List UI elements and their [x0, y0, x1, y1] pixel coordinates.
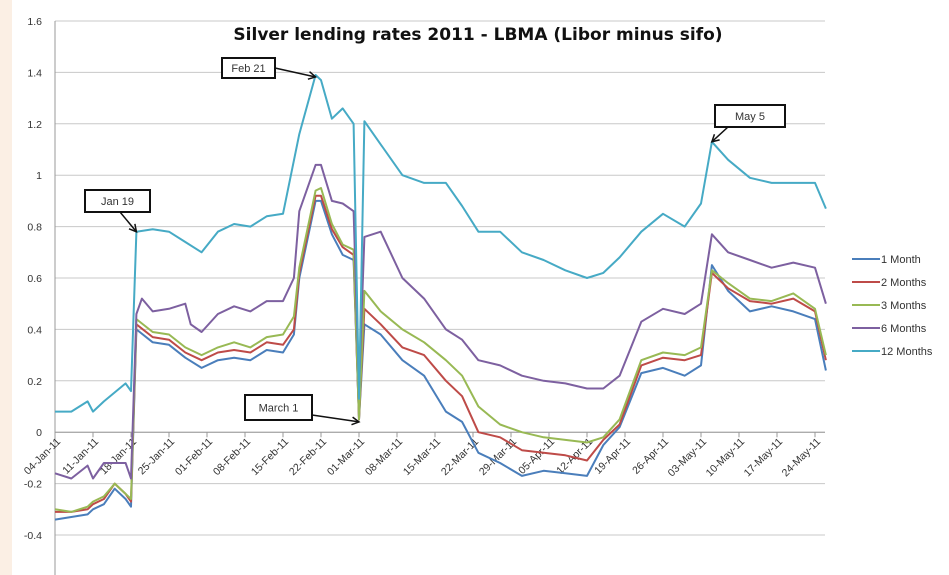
arrowhead-icon: [307, 71, 318, 80]
x-tick-label: 08-Mar-11: [363, 436, 405, 478]
y-tick-label: 0.6: [27, 273, 42, 285]
annotation-arrow: [274, 67, 316, 78]
x-tick-label: 25-Jan-11: [136, 436, 177, 477]
x-tick-label: 03-May-11: [666, 436, 710, 480]
annotation-box: [714, 104, 786, 128]
x-tick-label: 17-May-11: [742, 436, 786, 480]
y-tick-label: -0.2: [24, 479, 42, 491]
annotation-label: March 1: [259, 403, 299, 415]
x-tick-label: 08-Feb-11: [211, 436, 253, 478]
arrowhead-icon: [351, 416, 361, 426]
chart-title: Silver lending rates 2011 - LBMA (Libor …: [233, 25, 722, 45]
arrowhead-icon: [710, 133, 720, 143]
x-tick-label: 15-Mar-11: [401, 436, 443, 478]
legend-label: 12 Months: [881, 346, 933, 358]
annotation-label: Jan 19: [101, 196, 134, 208]
annotation-box: [84, 189, 151, 213]
x-tick-label: 01-Feb-11: [173, 436, 215, 478]
line-chart: Silver lending rates 2011 - LBMA (Libor …: [22, 16, 933, 575]
y-tick-label: 1: [36, 170, 42, 182]
y-tick-label: 0.2: [27, 376, 42, 388]
y-tick-label: 0.8: [27, 222, 42, 234]
y-tick-label: 0.4: [27, 324, 42, 336]
annotation-label: Feb 21: [231, 63, 265, 75]
series-line-12-months: [55, 74, 827, 413]
y-tick-label: 1.2: [27, 119, 42, 131]
x-tick-label: 01-Mar-11: [325, 436, 367, 478]
legend-label: 2 Months: [881, 277, 927, 289]
chart-area: Silver lending rates 2011 - LBMA (Libor …: [12, 0, 949, 575]
legend-label: 3 Months: [881, 300, 927, 312]
x-tick-label: 22-Mar-11: [439, 436, 481, 478]
annotation-arrow: [711, 126, 729, 143]
x-tick-label: 15-Feb-11: [249, 436, 291, 478]
series-line-6-months: [54, 163, 827, 480]
y-tick-label: 1.6: [27, 16, 42, 28]
annotation-arrow: [119, 211, 138, 233]
legend-label: 6 Months: [881, 323, 927, 335]
y-tick-label: -0.4: [24, 530, 42, 542]
x-tick-label: 24-May-11: [780, 436, 824, 480]
x-tick-label: 05-Apr-11: [516, 436, 557, 477]
x-tick-label: 04-Jan-11: [22, 436, 63, 477]
y-tick-label: 0: [36, 427, 42, 439]
annotation-box: [244, 394, 313, 421]
y-tick-label: 1.4: [27, 67, 42, 79]
annotation-arrow: [311, 414, 360, 423]
legend-label: 1 Month: [881, 254, 921, 266]
series-line-3-months: [54, 187, 827, 513]
x-tick-label: 22-Feb-11: [287, 436, 329, 478]
annotation-label: May 5: [735, 111, 765, 123]
arrowhead-icon: [128, 223, 138, 233]
x-tick-label: 10-May-11: [704, 436, 748, 480]
